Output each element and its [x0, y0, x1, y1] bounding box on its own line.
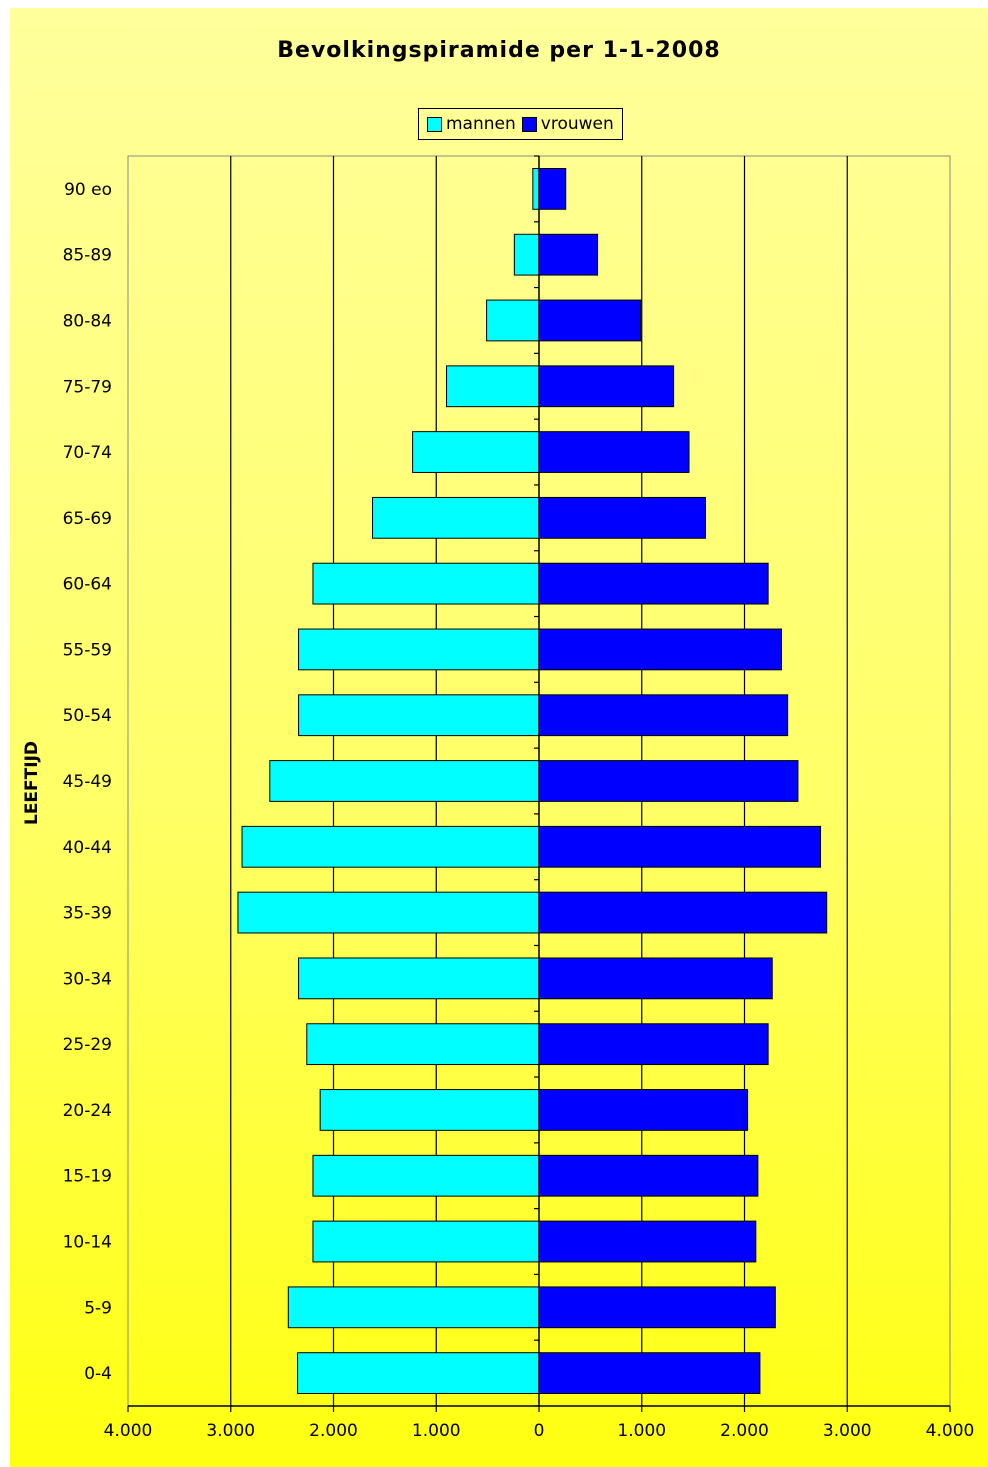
legend-label-mannen: mannen	[446, 114, 516, 134]
category-label-40-44: 40-44	[63, 838, 112, 858]
category-label-65-69: 65-69	[63, 509, 112, 529]
population-pyramid-plot: 0-4 5-9 10-14 15-19 20-24 25-29 30-34 35-39 40-4…	[63, 155, 975, 1441]
x-tick-label-5: 1.000	[617, 1421, 666, 1441]
legend: mannen vrouwen	[418, 108, 623, 140]
category-label-30-34: 30-34	[63, 969, 112, 989]
bar-vrouwen-60-64	[538, 562, 769, 605]
bar-mannen-15-19	[312, 1154, 540, 1197]
legend-entry-mannen: mannen	[427, 114, 516, 134]
legend-swatch-vrouwen	[521, 116, 537, 132]
category-label-80-84: 80-84	[63, 311, 112, 331]
legend-label-vrouwen: vrouwen	[540, 114, 614, 134]
bar-mannen-0-4	[297, 1352, 540, 1395]
bar-mannen-25-29	[306, 1023, 540, 1066]
x-tick-label-8: 4.000	[926, 1421, 975, 1441]
bar-vrouwen-65-69	[538, 496, 706, 539]
bar-mannen-70-74	[412, 431, 540, 473]
bar-mannen-80-84	[486, 299, 540, 342]
bar-vrouwen-40-44	[538, 825, 822, 868]
chart-title: Bevolkingspiramide per 1-1-2008	[277, 38, 721, 63]
bar-mannen-45-49	[269, 760, 540, 802]
category-label-55-59: 55-59	[63, 640, 112, 660]
bar-vrouwen-45-49	[538, 760, 799, 802]
bar-vrouwen-90-eo	[538, 168, 567, 210]
legend-entry-vrouwen: vrouwen	[521, 114, 614, 134]
bar-vrouwen-50-54	[538, 694, 789, 737]
bar-vrouwen-35-39	[538, 891, 828, 934]
bar-vrouwen-5-9	[538, 1286, 776, 1329]
bar-vrouwen-30-34	[538, 957, 773, 1000]
bar-mannen-60-64	[312, 562, 540, 605]
x-tick-label-4: 0	[534, 1421, 545, 1441]
category-label-25-29: 25-29	[63, 1035, 112, 1055]
legend-swatch-mannen	[427, 116, 442, 132]
bar-mannen-65-69	[372, 496, 540, 539]
bar-vrouwen-85-89	[538, 233, 599, 276]
category-label-50-54: 50-54	[63, 706, 112, 726]
bar-vrouwen-70-74	[538, 431, 690, 473]
bar-vrouwen-0-4	[538, 1352, 761, 1395]
category-label-70-74: 70-74	[63, 443, 112, 463]
bar-mannen-50-54	[298, 694, 540, 737]
bar-vrouwen-15-19	[538, 1154, 759, 1197]
category-label-0-4: 0-4	[84, 1364, 112, 1384]
x-tick-label-6: 2.000	[720, 1421, 769, 1441]
category-label-15-19: 15-19	[63, 1167, 112, 1187]
bar-vrouwen-80-84	[538, 299, 642, 342]
bar-vrouwen-55-59	[538, 628, 782, 671]
bar-mannen-30-34	[298, 957, 540, 1000]
x-tick-label-0: 4.000	[104, 1421, 153, 1441]
bar-mannen-5-9	[287, 1286, 540, 1329]
category-label-90-eo: 90 eo	[64, 180, 112, 200]
bar-mannen-90-eo	[532, 168, 540, 210]
x-tick-label-1: 3.000	[206, 1421, 255, 1441]
category-label-5-9: 5-9	[84, 1298, 112, 1318]
category-label-20-24: 20-24	[63, 1101, 112, 1121]
bar-vrouwen-20-24	[538, 1089, 749, 1131]
chart-area: Bevolkingspiramide per 1-1-2008 mannen v…	[10, 8, 988, 1467]
x-tick-label-3: 1.000	[412, 1421, 461, 1441]
bar-mannen-35-39	[237, 891, 540, 934]
bar-mannen-75-79	[446, 365, 540, 408]
bar-mannen-85-89	[513, 233, 540, 276]
bar-mannen-20-24	[319, 1089, 540, 1131]
bar-vrouwen-75-79	[538, 365, 675, 408]
x-tick-label-2: 2.000	[309, 1421, 358, 1441]
category-label-75-79: 75-79	[63, 377, 112, 397]
x-tick-label-7: 3.000	[823, 1421, 872, 1441]
bar-mannen-55-59	[298, 628, 540, 671]
category-label-10-14: 10-14	[63, 1233, 112, 1253]
category-label-60-64: 60-64	[63, 575, 112, 595]
category-label-35-39: 35-39	[63, 904, 112, 924]
bar-mannen-10-14	[312, 1220, 540, 1263]
bar-mannen-40-44	[241, 825, 540, 868]
category-label-45-49: 45-49	[63, 772, 112, 792]
bar-vrouwen-10-14	[538, 1220, 757, 1263]
bar-vrouwen-25-29	[538, 1023, 769, 1066]
category-label-85-89: 85-89	[63, 246, 112, 266]
